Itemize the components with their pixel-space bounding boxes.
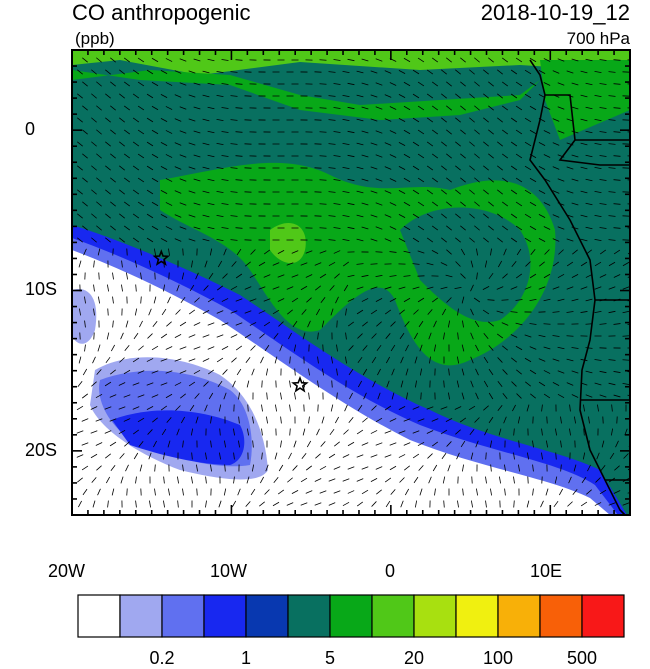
wind-barb	[486, 453, 487, 460]
colorbar-label: 0.2	[149, 648, 174, 669]
lat-label-20s: 20S	[25, 440, 57, 461]
wind-barb	[337, 321, 338, 328]
wind-barb	[108, 309, 109, 316]
colorbar-swatch	[288, 595, 330, 637]
wind-barb	[127, 489, 128, 496]
colorbar-swatch	[372, 595, 414, 637]
wind-barb	[567, 336, 574, 337]
wind-barb	[248, 405, 249, 412]
colorbar-swatch	[498, 595, 540, 637]
colorbar-label: 100	[483, 648, 513, 669]
colorbar-swatch	[414, 595, 456, 637]
colorbar-swatch	[456, 595, 498, 637]
wind-barb	[421, 393, 422, 400]
colorbar-label: 5	[325, 648, 335, 669]
wind-barb	[320, 84, 327, 85]
wind-barb	[99, 273, 100, 280]
wind-barb	[262, 381, 263, 388]
colorbar-swatch	[162, 595, 204, 637]
colorbar	[78, 595, 624, 637]
wind-barb	[197, 489, 198, 496]
wind-barb	[323, 345, 324, 352]
colorbar-swatch	[582, 595, 624, 637]
colorbar-label: 20	[404, 648, 424, 669]
wind-barb	[556, 453, 557, 460]
wind-barb	[332, 381, 333, 388]
lat-label-0: 0	[25, 119, 35, 140]
wind-barb	[320, 132, 327, 133]
lon-label-10e: 10E	[530, 561, 562, 582]
colorbar-swatch	[540, 595, 582, 637]
colorbar-swatch	[78, 595, 120, 637]
wind-barb	[320, 204, 327, 205]
colorbar-swatch	[330, 595, 372, 637]
lon-label-0: 0	[385, 561, 395, 582]
wind-barb	[502, 300, 509, 301]
wind-barb	[320, 60, 327, 61]
wind-barb	[320, 228, 327, 229]
colorbar-label: 1	[241, 648, 251, 669]
colorbar-label: 500	[567, 648, 597, 669]
wind-barb	[320, 180, 327, 181]
wind-barb	[586, 324, 593, 325]
lon-label-10w: 10W	[210, 561, 247, 582]
lon-label-20w: 20W	[48, 561, 85, 582]
map-fill	[72, 50, 630, 520]
wind-barb	[183, 249, 184, 256]
wind-barb	[320, 108, 327, 109]
colorbar-swatch	[120, 595, 162, 637]
lat-label-10s: 10S	[25, 279, 57, 300]
colorbar-swatch	[246, 595, 288, 637]
colorbar-swatch	[204, 595, 246, 637]
wind-barb	[320, 156, 327, 157]
